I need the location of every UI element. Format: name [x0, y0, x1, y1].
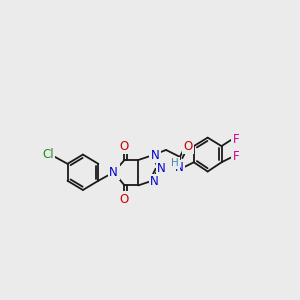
- Text: Cl: Cl: [42, 148, 54, 161]
- Text: F: F: [233, 133, 239, 146]
- Text: N: N: [157, 162, 166, 175]
- Text: F: F: [233, 150, 239, 164]
- Text: O: O: [119, 193, 128, 206]
- Text: O: O: [119, 140, 128, 153]
- Text: N: N: [175, 161, 184, 174]
- Text: N: N: [109, 166, 118, 179]
- Text: H: H: [171, 158, 178, 168]
- Text: N: N: [150, 175, 159, 188]
- Text: N: N: [151, 149, 160, 162]
- Text: O: O: [184, 140, 193, 153]
